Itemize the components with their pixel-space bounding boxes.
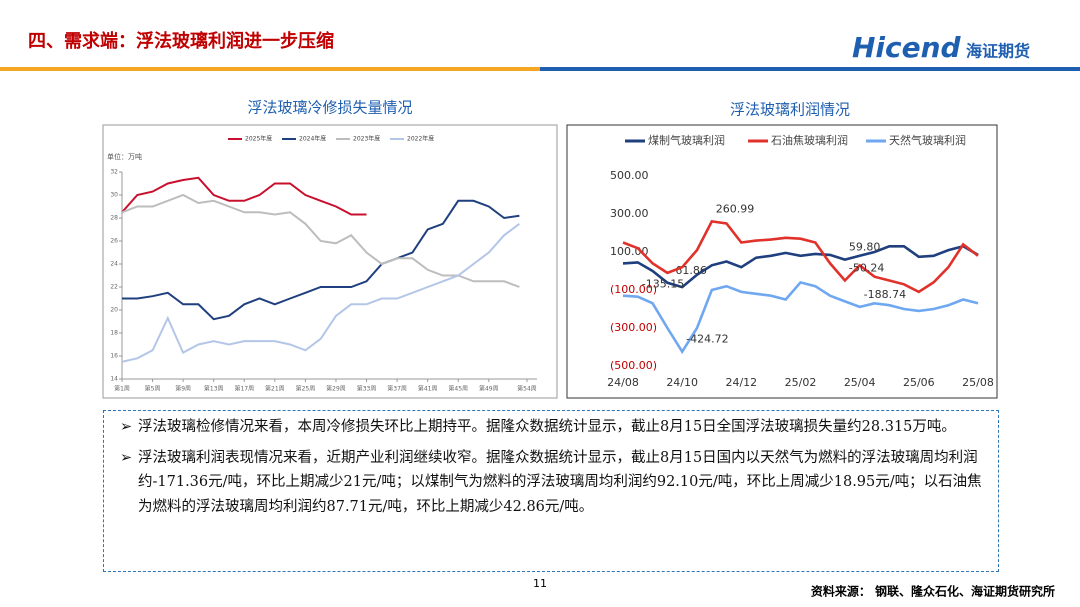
x-tick-label: 第41周 [418, 385, 438, 393]
x-tick-label: 25/08 [962, 376, 994, 389]
logo: Hicend [852, 31, 962, 64]
legend-label: 2025年度 [245, 135, 272, 143]
data-label: -135.15 [642, 278, 684, 291]
y-tick-label: (500.00) [610, 359, 657, 372]
x-tick-label: 25/04 [844, 376, 876, 389]
page-number: 11 [533, 577, 547, 590]
source: 资料来源： 钢联、隆众石化、海证期货研究所 [811, 584, 1055, 599]
x-tick-label: 25/02 [785, 376, 817, 389]
unit-label: 单位：万吨 [107, 152, 142, 161]
x-tick-label: 第25周 [296, 385, 316, 393]
y-tick-label: 30 [110, 192, 118, 199]
header-bar-blue [540, 67, 1080, 71]
chart-title: 浮法玻璃冷修损失量情况 [247, 99, 412, 117]
y-tick-label: 26 [110, 238, 118, 245]
y-tick-label: 28 [110, 215, 118, 222]
y-tick-label: 24 [110, 261, 118, 268]
legend-label: 2023年度 [353, 135, 380, 143]
x-tick-label: 24/10 [666, 376, 698, 389]
series-line [622, 280, 979, 355]
x-tick-label: 第9周 [175, 385, 191, 393]
series-line [622, 244, 979, 289]
x-tick-label: 24/12 [725, 376, 757, 389]
x-tick-label: 第1周 [114, 385, 130, 393]
y-tick-label: 32 [110, 169, 118, 176]
x-tick-label: 25/06 [903, 376, 935, 389]
legend-label: 石油焦玻璃利润 [771, 133, 848, 147]
slide-title: 四、需求端：浮法玻璃利润进一步压缩 [28, 30, 334, 52]
y-tick-label: (300.00) [610, 321, 657, 334]
x-tick-label: 第5周 [145, 385, 161, 393]
x-tick-label: 第33周 [357, 385, 377, 393]
legend-label: 2022年度 [407, 135, 434, 143]
y-tick-label: 16 [110, 353, 118, 360]
series-line [122, 199, 520, 321]
data-label: -188.74 [864, 288, 906, 301]
y-tick-label: 22 [110, 284, 118, 291]
data-label: -50.24 [849, 262, 884, 275]
y-tick-label: 14 [110, 376, 118, 383]
legend-label: 天然气玻璃利润 [889, 133, 966, 147]
legend-label: 2024年度 [299, 135, 326, 143]
x-tick-label: 24/08 [607, 376, 639, 389]
x-tick-label: 第37周 [387, 385, 407, 393]
data-label: -424.72 [686, 333, 728, 346]
bullet: 浮法玻璃检修情况来看，本周冷修损失环比上期持平。据隆众数据统计显示，截止8月15… [120, 415, 984, 440]
series-line [121, 223, 521, 363]
data-label: 260.99 [716, 202, 755, 215]
x-tick-label: 第21周 [265, 385, 285, 393]
y-tick-label: 18 [110, 330, 118, 337]
x-tick-label: 第13周 [204, 385, 224, 393]
series-line [622, 219, 979, 294]
series-line [121, 176, 367, 216]
series-line [121, 193, 520, 288]
x-tick-label: 第49周 [479, 385, 499, 393]
chart-title: 浮法玻璃利润情况 [730, 101, 850, 119]
chart-frame [102, 124, 558, 399]
x-tick-label: 第17周 [234, 385, 254, 393]
bullet: 浮法玻璃利润表现情况来看，近期产业利润继续收窄。据隆众数据统计显示，截止8月15… [120, 446, 984, 520]
chart-frame [566, 124, 998, 399]
x-tick-label: 第29周 [326, 385, 346, 393]
y-tick-label: 300.00 [610, 207, 649, 220]
text-box: 浮法玻璃检修情况来看，本周冷修损失环比上期持平。据隆众数据统计显示，截止8月15… [103, 410, 999, 572]
logo-cn: 海证期货 [966, 42, 1030, 61]
y-tick-label: 500.00 [610, 169, 649, 182]
data-label: 59.80 [849, 241, 881, 254]
x-tick-label: 第54周 [517, 385, 537, 393]
y-tick-label: (100.00) [610, 283, 657, 296]
x-tick-label: 第45周 [448, 385, 468, 393]
y-tick-label: 20 [110, 307, 118, 314]
legend-label: 煤制气玻璃利润 [648, 133, 725, 147]
